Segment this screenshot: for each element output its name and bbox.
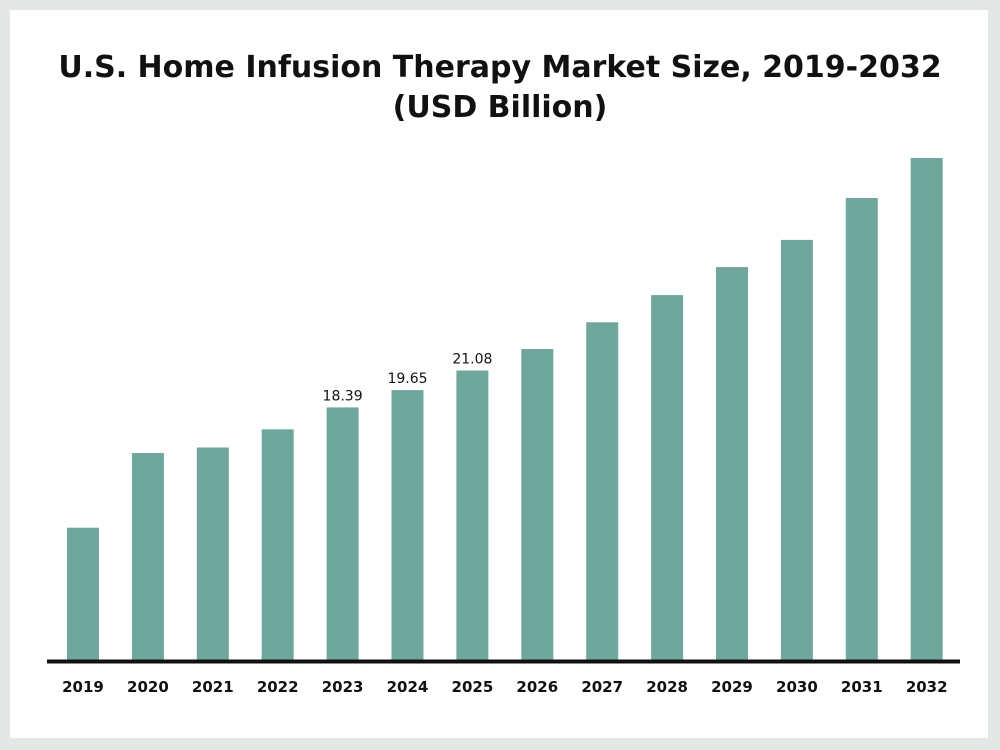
x-tick-label-2028: 2028	[646, 678, 688, 696]
bar-2031	[845, 198, 878, 660]
bar-2027	[586, 322, 619, 660]
x-tick-label-2029: 2029	[711, 678, 753, 696]
x-tick-label-2019: 2019	[62, 678, 104, 696]
data-label-2025: 21.08	[452, 352, 492, 368]
bar-2030	[780, 239, 813, 660]
x-tick-label-2032: 2032	[906, 678, 948, 696]
x-tick-label-2023: 2023	[322, 678, 364, 696]
data-label-2024: 19.65	[387, 371, 427, 387]
data-label-2023: 18.39	[323, 388, 363, 404]
chart-title: U.S. Home Infusion Therapy Market Size, …	[58, 50, 942, 85]
chart-subtitle: (USD Billion)	[392, 90, 608, 125]
chart-card	[10, 10, 988, 738]
bars-group	[67, 158, 943, 660]
bar-2029	[716, 267, 748, 660]
x-tick-labels-group: 2019 2020 2021 2022 2023 2024 2025 2026 2027 2028…	[62, 678, 947, 696]
bar-2025	[456, 370, 489, 660]
bar-2019	[67, 527, 99, 660]
bar-2032	[910, 158, 943, 660]
x-tick-label-2027: 2027	[581, 678, 623, 696]
data-labels-group: 18.39 19.65 21.08	[323, 352, 493, 405]
x-tick-label-2022: 2022	[257, 678, 299, 696]
bar-2020	[131, 453, 164, 660]
x-tick-label-2031: 2031	[841, 678, 883, 696]
bar-2022	[261, 429, 294, 660]
chart-title-block: U.S. Home Infusion Therapy Market Size, …	[0, 48, 1000, 128]
bar-2024	[391, 390, 424, 660]
x-tick-label-2030: 2030	[776, 678, 818, 696]
bar-2026	[521, 349, 554, 660]
bar-2021	[196, 447, 229, 660]
x-tick-label-2026: 2026	[516, 678, 558, 696]
x-tick-label-2020: 2020	[127, 678, 169, 696]
x-tick-label-2025: 2025	[452, 678, 494, 696]
x-tick-label-2021: 2021	[192, 678, 234, 696]
bar-2023	[326, 407, 359, 660]
bar-2028	[651, 295, 684, 660]
x-tick-label-2024: 2024	[387, 678, 429, 696]
